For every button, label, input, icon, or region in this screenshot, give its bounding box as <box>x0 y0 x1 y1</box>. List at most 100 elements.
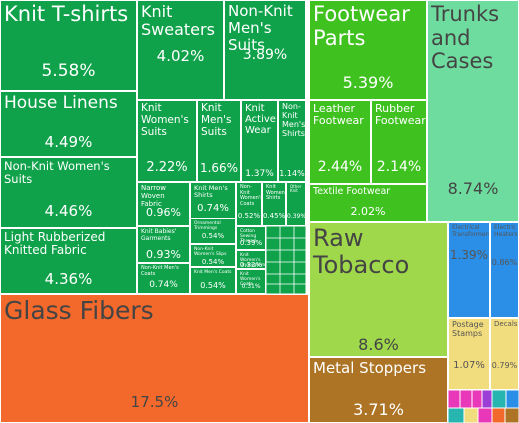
tile-label: Glass Fibers <box>4 296 154 325</box>
treemap-tile-non-knit-men-s-suits[interactable]: Non-Knit Men's Suits 3.89% <box>224 0 306 100</box>
tile-label: Knit Women's Undergarments <box>240 253 266 269</box>
tile-label: Leather Footwear <box>313 102 364 128</box>
tile-value: 5.58% <box>41 61 96 81</box>
tile-value: 1.39% <box>449 248 489 262</box>
treemap-tile-decals[interactable]: Decals 0.79% <box>490 318 519 390</box>
tile-value: 1.07% <box>453 360 485 371</box>
treemap-tile-knit-men-s-suits[interactable]: Knit Men's Suits 1.66% <box>197 100 241 182</box>
treemap-tile-knit-active-wear[interactable]: Knit Active Wear 1.37% <box>241 100 278 182</box>
treemap-tile-non-knit-women-s-suits[interactable]: Non-Knit Women's Suits 4.46% <box>0 157 137 228</box>
tile-value: 1.37% <box>245 169 274 179</box>
treemap-tile-non-knit-men-s-coats[interactable]: Non-Knit Men's Coats 0.74% <box>137 263 190 294</box>
tile-value: 2.22% <box>146 160 188 175</box>
treemap-tile-glass-fibers[interactable]: Glass Fibers 17.5% <box>0 294 309 423</box>
treemap-tile-house-linens[interactable]: House Linens 4.49% <box>0 91 137 157</box>
tile-value: 4.36% <box>44 270 93 288</box>
tile-value: 3.71% <box>353 400 404 419</box>
treemap-tile-non-knit-women-s-coats[interactable]: Non-Knit Women's Coats 0.52% <box>236 182 262 226</box>
treemap-tile-leather-footwear[interactable]: Leather Footwear 2.44% <box>309 100 371 184</box>
tile-value: 8.74% <box>447 179 499 198</box>
tile-label: Knit Men's Shirts <box>194 184 228 200</box>
tile-label: Other Knit <box>290 184 302 194</box>
tile-value: 0.39% <box>287 213 306 220</box>
treemap-tile-postage-stamps[interactable]: Postage Stamps 1.07% <box>448 318 490 390</box>
tile-value: 3.89% <box>242 47 288 63</box>
tile-label: Narrow Woven Fabric <box>141 184 167 208</box>
treemap-filler-tile <box>265 225 307 295</box>
tile-label: Knit Active Wear <box>245 103 276 137</box>
tile-label: Trunks and Cases <box>431 2 500 74</box>
tile-label: Rubber Footwear <box>375 102 426 128</box>
tile-value: 5.39% <box>342 73 394 92</box>
treemap-tile-non-knit-men-s-shirts[interactable]: Non-Knit Men's Shirts 1.14% <box>278 100 306 182</box>
tile-label: Non-Knit Women's Slips <box>194 247 227 258</box>
treemap-tile-other-knit[interactable]: Other Knit 0.39% <box>286 182 306 226</box>
tile-label: Non-Knit Women's Coats <box>240 184 262 207</box>
treemap-tile-knit-women-s-coats[interactable]: Knit Women's Coats 0.31% <box>236 269 266 294</box>
treemap-tile-ornamental-trimmings[interactable]: Ornamental Trimmings 0.54% <box>190 218 236 244</box>
treemap-tile-knit-women-s-shirts[interactable]: Knit Women's Shirts 0.45% <box>262 182 286 226</box>
treemap-tile-narrow-woven-fabric[interactable]: Narrow Woven Fabric 0.96% <box>137 182 190 226</box>
treemap-tile-raw-tobacco[interactable]: Raw Tobacco 8.6% <box>309 222 448 357</box>
tile-value: 0.45% <box>263 212 286 220</box>
tile-value: 0.52% <box>237 212 261 220</box>
treemap-tile-footwear-parts[interactable]: Footwear Parts 5.39% <box>309 0 427 100</box>
tile-label: Decals <box>494 320 518 328</box>
treemap-tile-knit-women-s-suits[interactable]: Knit Women's Suits 2.22% <box>137 100 197 182</box>
tile-value: 0.32% <box>239 261 263 269</box>
tile-label: Footwear Parts <box>313 2 410 50</box>
tile-label: Knit Babies' Garments <box>141 228 177 242</box>
treemap-tile-rubber-footwear[interactable]: Rubber Footwear 2.14% <box>371 100 427 184</box>
tile-value: 1.66% <box>199 161 239 175</box>
tile-label: House Linens <box>4 93 118 113</box>
treemap-tile-trunks-and-cases[interactable]: Trunks and Cases 8.74% <box>427 0 519 222</box>
tile-label: Electrical Transformers <box>452 224 490 238</box>
treemap-tile-knit-t-shirts[interactable]: Knit T-shirts 5.58% <box>0 0 137 91</box>
treemap-tile-knit-babies-garments[interactable]: Knit Babies' Garments 0.93% <box>137 226 190 263</box>
tile-label: Non-Knit Men's Coats <box>141 265 179 277</box>
tile-label: Knit Sweaters <box>141 2 215 39</box>
tile-value: 0.93% <box>146 248 181 261</box>
tile-value: 0.54% <box>201 258 225 266</box>
tile-value: 8.6% <box>358 335 399 354</box>
tile-value: 0.54% <box>200 281 226 290</box>
tile-value: 0.74% <box>149 280 178 290</box>
tile-value: 4.49% <box>44 133 93 151</box>
tile-label: Knit Men's Suits <box>201 102 232 138</box>
tile-value: 0.96% <box>146 206 181 219</box>
tile-value: 0.39% <box>239 239 263 247</box>
tile-label: Non-Knit Women's Suits <box>4 159 110 186</box>
tile-value: 0.31% <box>241 283 261 290</box>
treemap-tile-light-rubberized-knitted-fabric[interactable]: Light Rubberized Knitted Fabric 4.36% <box>0 228 137 294</box>
tile-value: 0.79% <box>491 361 518 370</box>
treemap-tile-electric-heaters[interactable]: Electric Heaters 0.86% <box>490 222 519 318</box>
tile-label: Knit Women's Suits <box>141 102 189 138</box>
tile-label: Raw Tobacco <box>313 224 410 279</box>
treemap-tile-metal-stoppers[interactable]: Metal Stoppers 3.71% <box>309 357 448 423</box>
tile-value: 0.54% <box>201 232 225 240</box>
treemap-tile-electrical-transformers[interactable]: Electrical Transformers 1.39% <box>448 222 490 318</box>
tile-value: 0.74% <box>197 203 229 214</box>
tile-value: 4.02% <box>156 47 205 65</box>
tile-label: Ornamental Trimmings <box>194 221 221 232</box>
treemap-tile-textile-footwear[interactable]: Textile Footwear 2.02% <box>309 184 427 222</box>
treemap-filler-tile <box>504 407 519 423</box>
tile-label: Light Rubberized Knitted Fabric <box>4 230 106 258</box>
tile-value: 2.44% <box>317 159 363 175</box>
tile-value: 2.14% <box>376 159 422 175</box>
tile-label: Metal Stoppers <box>313 359 427 377</box>
treemap-tile-non-knit-women-s-slips[interactable]: Non-Knit Women's Slips 0.54% <box>190 244 236 267</box>
treemap-tile-knit-women-s-undergarments[interactable]: Knit Women's Undergarments0.32% <box>236 250 266 269</box>
tile-value: 1.14% <box>279 169 305 178</box>
tile-value: 0.86% <box>491 258 518 267</box>
tile-value: 4.46% <box>44 202 93 220</box>
treemap-tile-knit-sweaters[interactable]: Knit Sweaters 4.02% <box>137 0 224 100</box>
treemap-tile-knit-men-s-coats[interactable]: Knit Men's Coats 0.54% <box>190 267 236 294</box>
treemap-tile-cotton-sewing-thread[interactable]: Cotton Sewing Thread 0.39% <box>236 226 266 250</box>
tile-label: Non-Knit Men's Shirts <box>282 102 306 138</box>
tile-label: Knit Women's Coats <box>240 272 261 288</box>
tile-label: Textile Footwear <box>313 186 391 197</box>
tile-value: 2.02% <box>350 205 386 218</box>
